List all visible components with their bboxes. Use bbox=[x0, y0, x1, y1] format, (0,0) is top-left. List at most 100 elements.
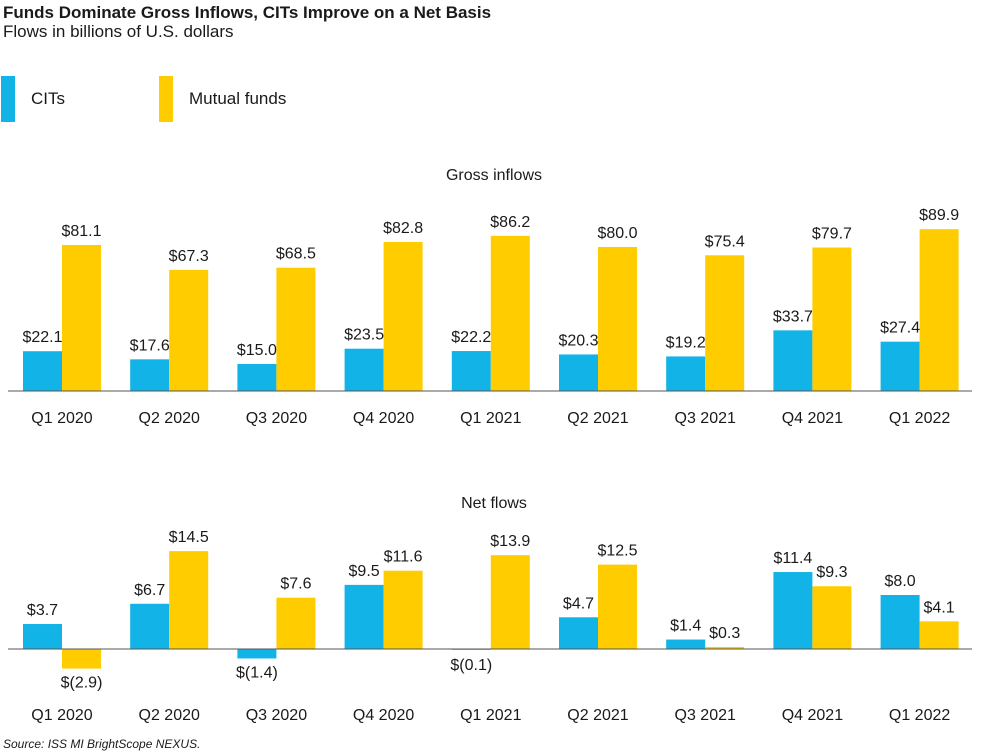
bar-net-mutual-funds bbox=[598, 564, 637, 649]
data-label-gross-mutual-funds: $75.4 bbox=[705, 233, 745, 250]
category-label-gross: Q4 2020 bbox=[353, 410, 414, 427]
bar-gross-cits bbox=[666, 356, 706, 391]
bar-net-mutual-funds bbox=[705, 646, 745, 649]
bar-net-mutual-funds bbox=[62, 649, 101, 669]
bar-gross-mutual-funds bbox=[490, 235, 530, 391]
data-label-net-cits: $8.0 bbox=[885, 573, 916, 590]
data-label-net-cits: $3.7 bbox=[27, 602, 58, 619]
data-label-gross-mutual-funds: $86.2 bbox=[490, 214, 530, 231]
data-label-gross-mutual-funds: $82.8 bbox=[383, 220, 423, 237]
data-label-net-mutual-funds: $7.6 bbox=[280, 576, 311, 593]
legend-label-mutual-funds: Mutual funds bbox=[189, 89, 287, 108]
bar-gross-mutual-funds bbox=[812, 247, 852, 391]
category-label-gross: Q1 2020 bbox=[31, 410, 92, 427]
category-label-gross: Q4 2021 bbox=[782, 410, 843, 427]
category-label-net: Q4 2020 bbox=[353, 707, 414, 724]
legend-item-mutual-funds: Mutual funds bbox=[159, 76, 286, 122]
category-label-gross: Q1 2021 bbox=[460, 410, 521, 427]
bar-net-cits bbox=[666, 639, 706, 649]
data-label-gross-mutual-funds: $89.9 bbox=[919, 207, 959, 224]
bar-gross-cits bbox=[559, 354, 598, 391]
data-label-gross-cits: $19.2 bbox=[666, 334, 706, 351]
bar-net-mutual-funds bbox=[490, 555, 530, 649]
bar-gross-mutual-funds bbox=[598, 247, 637, 391]
legend-label-cits: CITs bbox=[31, 89, 65, 108]
category-label-net: Q2 2021 bbox=[567, 707, 628, 724]
data-label-gross-cits: $22.1 bbox=[22, 329, 62, 346]
data-label-net-cits: $11.4 bbox=[773, 550, 812, 567]
legend-item-cits: CITs bbox=[1, 76, 65, 122]
data-label-gross-cits: $20.3 bbox=[558, 332, 598, 349]
data-label-net-cits: $(1.4) bbox=[236, 664, 278, 681]
data-label-gross-mutual-funds: $79.7 bbox=[812, 226, 852, 243]
category-label-net: Q2 2020 bbox=[139, 707, 200, 724]
category-label-gross: Q2 2021 bbox=[567, 410, 628, 427]
bar-net-mutual-funds bbox=[383, 570, 423, 649]
data-label-gross-mutual-funds: $68.5 bbox=[276, 246, 316, 263]
category-label-net: Q4 2021 bbox=[782, 707, 843, 724]
category-label-net: Q1 2022 bbox=[889, 707, 950, 724]
data-label-gross-cits: $23.5 bbox=[344, 327, 384, 344]
category-label-gross: Q1 2022 bbox=[889, 410, 950, 427]
bar-gross-mutual-funds bbox=[62, 245, 101, 391]
data-label-net-mutual-funds: $0.3 bbox=[709, 625, 740, 642]
bar-net-mutual-funds bbox=[169, 551, 209, 649]
bar-gross-mutual-funds bbox=[919, 229, 959, 391]
data-label-gross-cits: $15.0 bbox=[237, 342, 277, 359]
data-label-net-mutual-funds: $9.3 bbox=[816, 564, 847, 581]
data-label-gross-mutual-funds: $67.3 bbox=[169, 248, 209, 265]
data-label-net-mutual-funds: $(2.9) bbox=[61, 675, 103, 692]
category-label-gross: Q2 2020 bbox=[139, 410, 200, 427]
bar-net-cits bbox=[344, 584, 384, 649]
bar-gross-cits bbox=[344, 348, 384, 391]
data-label-net-mutual-funds: $11.6 bbox=[384, 549, 423, 566]
category-label-net: Q3 2021 bbox=[675, 707, 736, 724]
chart-subtitle: Flows in billions of U.S. dollars bbox=[3, 22, 234, 41]
bar-net-cits bbox=[559, 617, 598, 649]
bar-net-mutual-funds bbox=[919, 621, 959, 649]
bar-net-cits bbox=[23, 624, 62, 649]
bar-gross-mutual-funds bbox=[383, 241, 423, 391]
data-label-net-cits: $4.7 bbox=[563, 595, 594, 612]
chart-title: Funds Dominate Gross Inflows, CITs Impro… bbox=[3, 3, 492, 22]
bar-gross-cits bbox=[237, 364, 277, 391]
category-label-net: Q1 2020 bbox=[31, 707, 92, 724]
data-label-gross-cits: $27.4 bbox=[880, 320, 920, 337]
category-label-net: Q1 2021 bbox=[460, 707, 521, 724]
data-label-net-cits: $9.5 bbox=[349, 563, 380, 580]
category-label-gross: Q3 2020 bbox=[246, 410, 307, 427]
category-label-net: Q3 2020 bbox=[246, 707, 307, 724]
data-label-net-cits: $(0.1) bbox=[450, 657, 492, 674]
data-label-net-mutual-funds: $12.5 bbox=[597, 543, 637, 560]
data-label-net-mutual-funds: $14.5 bbox=[169, 529, 209, 546]
bar-net-cits bbox=[880, 595, 920, 649]
panel-title-gross: Gross inflows bbox=[446, 167, 542, 184]
bar-gross-cits bbox=[130, 359, 170, 391]
bar-gross-cits bbox=[451, 351, 491, 391]
data-label-net-cits: $6.7 bbox=[134, 582, 165, 599]
bar-gross-mutual-funds bbox=[169, 269, 209, 391]
category-label-gross: Q3 2021 bbox=[675, 410, 736, 427]
data-label-gross-mutual-funds: $81.1 bbox=[61, 223, 101, 240]
data-label-net-cits: $1.4 bbox=[670, 618, 701, 635]
bar-net-cits bbox=[130, 603, 170, 649]
data-label-net-mutual-funds: $4.1 bbox=[924, 599, 955, 616]
data-label-gross-cits: $22.2 bbox=[451, 329, 491, 346]
bar-gross-cits bbox=[773, 330, 813, 391]
legend-swatch-cits bbox=[1, 76, 15, 122]
bar-gross-mutual-funds bbox=[705, 255, 745, 391]
legend-swatch-mutual-funds bbox=[159, 76, 173, 122]
data-label-gross-mutual-funds: $80.0 bbox=[597, 225, 637, 242]
data-label-gross-cits: $33.7 bbox=[773, 308, 813, 325]
source-note: Source: ISS MI BrightScope NEXUS. bbox=[3, 737, 201, 751]
data-label-net-mutual-funds: $13.9 bbox=[490, 533, 530, 550]
bar-net-mutual-funds bbox=[276, 597, 316, 649]
panel-title-net: Net flows bbox=[461, 495, 527, 512]
bar-net-cits bbox=[237, 649, 277, 659]
bar-net-cits bbox=[773, 572, 813, 649]
data-label-gross-cits: $17.6 bbox=[130, 337, 170, 354]
bar-net-mutual-funds bbox=[812, 586, 852, 649]
bar-gross-mutual-funds bbox=[276, 267, 316, 391]
bar-gross-cits bbox=[23, 351, 62, 391]
